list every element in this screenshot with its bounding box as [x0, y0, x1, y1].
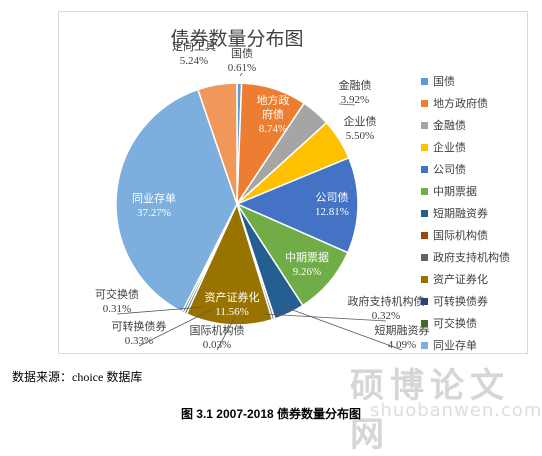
data-label-value: 11.56%: [215, 306, 249, 318]
data-label-value: 37.27%: [137, 207, 171, 219]
data-label-value: 8.74%: [259, 123, 287, 135]
legend-swatch: [421, 232, 428, 239]
leader-line: [338, 103, 356, 106]
data-label-value: 5.50%: [346, 130, 374, 142]
data-label-value: 5.24%: [180, 55, 208, 67]
legend-swatch: [421, 166, 428, 173]
legend-item: 政府支持机构债: [433, 250, 510, 264]
legend-item: 公司债: [433, 162, 466, 176]
data-label-name: 企业债: [344, 114, 377, 128]
legend-item: 金融债: [433, 118, 466, 132]
legend-swatch: [421, 342, 428, 349]
figure-caption: 图 3.1 2007-2018 债券数量分布图: [180, 407, 362, 421]
pie-slice: [185, 201, 274, 326]
leader-line: [278, 304, 403, 351]
source-note: 数据来源：choice 数据库: [12, 370, 143, 384]
data-label-name: 国际机构债: [190, 323, 245, 337]
legend-item: 可交换债: [433, 316, 477, 330]
legend-item: 资产证券化: [433, 272, 488, 286]
data-label-value: 9.26%: [293, 266, 321, 278]
legend-item: 可转换债券: [433, 294, 488, 308]
data-label-value: 4.09%: [388, 339, 416, 351]
data-label-value: 0.32%: [372, 310, 400, 322]
legend-item: 国债: [433, 74, 455, 88]
data-label-name: 国债: [231, 46, 253, 60]
legend-swatch: [421, 320, 428, 327]
leader-line: [116, 306, 205, 315]
watermark-url: shuobanwen.com: [370, 400, 542, 421]
pie-slice: [115, 88, 238, 313]
data-label-name: 可转换债券: [112, 319, 167, 333]
data-label-name: 政府支持机构债: [348, 294, 425, 308]
legend-swatch: [421, 188, 428, 195]
legend-item: 地方政府债: [433, 96, 488, 110]
data-label-name: 可交换债: [95, 287, 139, 301]
data-label-name: 府债: [262, 107, 284, 121]
legend-item: 同业存单: [433, 338, 477, 352]
chart-title: 债券数量分布图: [170, 28, 303, 50]
legend-swatch: [421, 100, 428, 107]
data-label-value: 0.03%: [203, 339, 231, 351]
leader-line: [239, 72, 243, 77]
legend-swatch: [421, 298, 428, 305]
data-label-value: 0.33%: [125, 335, 153, 347]
legend-swatch: [421, 254, 428, 261]
chart-frame: 债券数量分布图 国债 0.61% 地方政 府债 8.74% 金融债 3.92% 企业债 5.50%…: [58, 11, 528, 354]
legend-swatch: [421, 276, 428, 283]
data-label-value: 0.61%: [228, 62, 256, 74]
legend-item: 企业债: [433, 140, 466, 154]
data-label-name: 中期票据: [285, 250, 329, 264]
pie-slice: [235, 156, 359, 254]
legend-item: 中期票据: [433, 184, 477, 198]
data-label-name: 同业存单: [132, 191, 176, 205]
leader-line: [138, 309, 212, 347]
leader-line: [263, 313, 387, 322]
legend-swatch: [421, 78, 428, 85]
data-label-name: 资产证券化: [205, 290, 260, 304]
data-label-value: 12.81%: [315, 206, 349, 218]
legend-swatch: [421, 210, 428, 217]
data-label-name: 定向工具: [172, 39, 216, 53]
pie-chart: 债券数量分布图国债0.61%地方政府债8.74%金融债3.92%企业债5.50%…: [95, 28, 510, 352]
data-label-name: 金融债: [339, 78, 372, 92]
legend-item: 国际机构债: [433, 228, 488, 242]
data-label-value: 0.31%: [103, 303, 131, 315]
data-label-name: 公司债: [316, 190, 349, 204]
legend-item: 短期融资券: [433, 206, 488, 220]
data-label-value: 3.92%: [341, 94, 369, 106]
data-label-name: 短期融资券: [375, 323, 430, 337]
pie-slice: [196, 82, 238, 205]
legend-swatch: [421, 144, 428, 151]
data-label-name: 地方政: [257, 93, 290, 107]
leader-line: [216, 316, 236, 351]
legend-swatch: [421, 122, 428, 129]
